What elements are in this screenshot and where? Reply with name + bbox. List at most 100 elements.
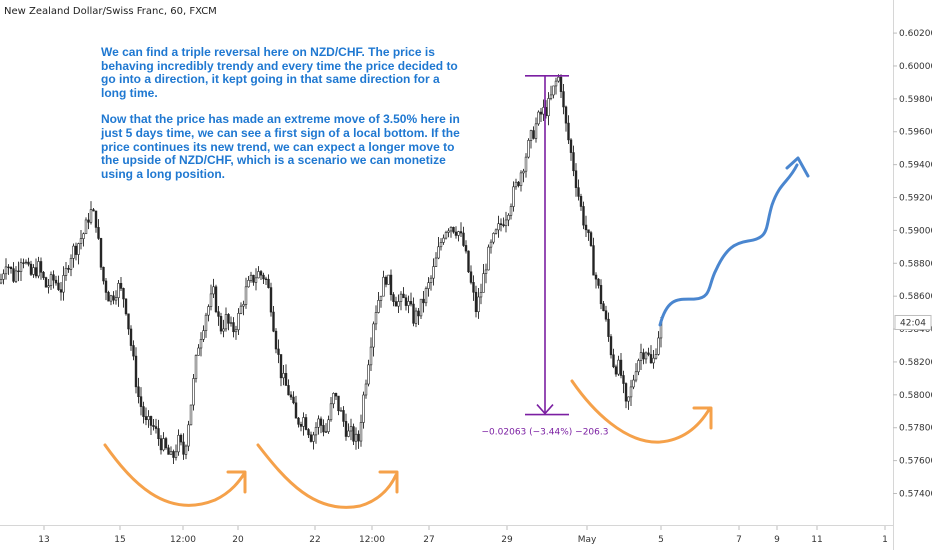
candle-body	[369, 346, 373, 366]
candle-body	[272, 311, 275, 332]
candle-body	[432, 266, 435, 279]
candle-body	[539, 111, 543, 115]
x-tick-label: 20	[232, 535, 244, 545]
candle-body	[22, 262, 25, 264]
candle-body	[119, 283, 123, 289]
candle-body	[512, 186, 515, 207]
candle-body	[217, 311, 220, 317]
candle-body	[87, 219, 90, 223]
candle-body	[162, 438, 165, 451]
candle-body	[357, 433, 360, 442]
candle-body	[624, 383, 628, 402]
candle-body	[167, 447, 170, 455]
candle-body	[144, 416, 148, 421]
candle-body	[222, 328, 225, 332]
candle-body	[644, 352, 648, 360]
measure-label: −0.02063 (−3.44%) −206.3	[482, 428, 609, 438]
candle-body	[307, 429, 310, 436]
candle-body	[534, 123, 538, 139]
candle-body	[422, 298, 425, 304]
candle-body	[319, 418, 323, 426]
candle-body	[12, 268, 15, 282]
x-tick-label: 27	[423, 535, 434, 545]
candle-body	[37, 261, 40, 277]
candle-body	[352, 426, 355, 442]
candle-body	[9, 266, 13, 270]
candle-body	[639, 352, 643, 361]
x-tick-label: 5	[658, 535, 664, 545]
candle-body	[607, 318, 610, 337]
candle-body	[397, 301, 400, 307]
candle-body	[149, 416, 153, 426]
candle-body	[42, 271, 45, 278]
candle-body	[482, 273, 485, 293]
candle-body	[574, 170, 578, 188]
candle-body	[324, 431, 328, 433]
candle-body	[129, 328, 133, 346]
candle-body	[317, 418, 320, 428]
candle-body	[332, 393, 335, 405]
candle-body	[242, 304, 245, 307]
candle-body	[267, 278, 270, 288]
candle-body	[572, 152, 575, 172]
candle-body	[547, 98, 550, 117]
candle-body	[252, 274, 255, 283]
candle-body	[612, 354, 615, 368]
candle-body	[192, 378, 195, 406]
candle-body	[112, 295, 115, 301]
candle-body	[537, 111, 540, 125]
candle-body	[32, 267, 35, 275]
candle-body	[89, 209, 93, 223]
candle-body	[59, 289, 63, 293]
x-tick-label: 15	[114, 535, 125, 545]
candle-body	[554, 80, 558, 87]
candle-body	[389, 274, 393, 295]
candle-body	[24, 261, 28, 264]
candle-body	[122, 288, 125, 300]
candle-body	[334, 393, 338, 397]
candle-body	[249, 274, 253, 281]
candle-body	[472, 282, 475, 293]
candle-body	[299, 424, 303, 427]
candle-body	[174, 451, 178, 458]
candle-body	[239, 305, 243, 314]
candle-body	[187, 424, 190, 447]
candle-body	[62, 275, 65, 293]
symbol-header: New Zealand Dollar/Swiss Franc, 60, FXCM	[4, 6, 217, 17]
candle-body	[139, 396, 143, 407]
candle-body	[92, 209, 95, 212]
x-tick-label: May	[578, 535, 597, 545]
orange-reversal-arrow-1	[103, 443, 247, 507]
candle-body	[17, 270, 20, 273]
candle-body	[507, 214, 510, 221]
candle-body	[99, 238, 103, 268]
candle-body	[364, 383, 368, 396]
candle-body	[442, 237, 445, 243]
candle-body	[254, 277, 258, 283]
measure-tool[interactable]: −0.02063 (−3.44%) −206.3	[482, 75, 609, 438]
candle-body	[477, 296, 480, 313]
candle-body	[102, 266, 105, 282]
candle-body	[429, 277, 433, 283]
candle-body	[117, 283, 120, 298]
candle-body	[67, 267, 70, 270]
candle-body	[74, 245, 78, 255]
candle-body	[0, 279, 3, 284]
candle-body	[372, 323, 375, 348]
candle-body	[157, 428, 160, 440]
arrowhead-icon	[378, 470, 399, 494]
candle-body	[469, 271, 473, 283]
candle-body	[602, 303, 605, 312]
candle-body	[207, 306, 210, 316]
candle-body	[314, 426, 318, 436]
candle-body	[132, 345, 135, 357]
x-tick-label: 22	[309, 535, 320, 545]
blue-projection-arrow	[658, 156, 810, 327]
x-tick-label: 1	[882, 535, 888, 545]
candle-body	[202, 330, 205, 340]
candle-body	[564, 106, 568, 124]
candle-body	[327, 419, 330, 432]
candle-body	[567, 122, 570, 141]
candle-body	[124, 298, 128, 315]
